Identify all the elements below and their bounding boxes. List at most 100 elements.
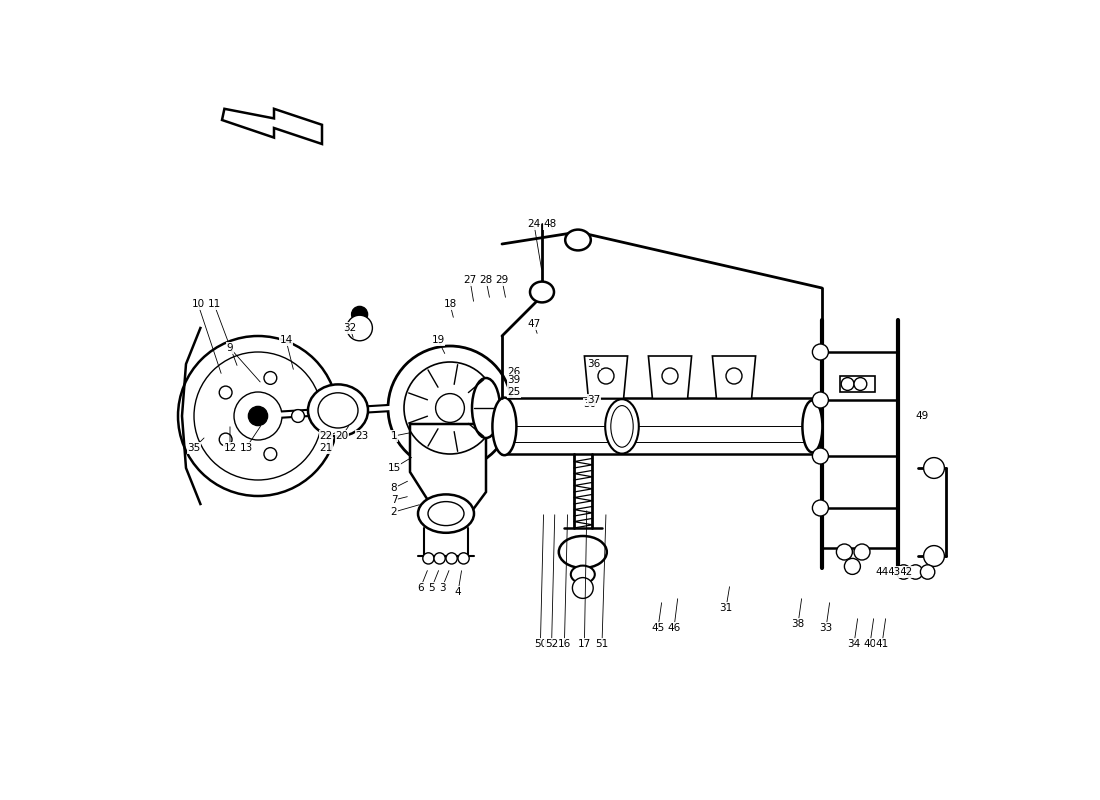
Circle shape: [422, 553, 435, 564]
Circle shape: [434, 553, 446, 564]
Text: 41: 41: [876, 639, 889, 649]
Text: 39: 39: [507, 375, 520, 385]
Circle shape: [921, 565, 935, 579]
Text: 44: 44: [876, 567, 889, 577]
Text: 47: 47: [527, 319, 540, 329]
Circle shape: [346, 315, 373, 341]
Ellipse shape: [530, 282, 554, 302]
Circle shape: [572, 578, 593, 598]
Text: 1: 1: [390, 431, 397, 441]
Text: 17: 17: [578, 639, 591, 649]
Polygon shape: [713, 356, 756, 398]
Text: 45: 45: [651, 623, 664, 633]
Ellipse shape: [308, 385, 369, 437]
Text: 13: 13: [240, 443, 253, 453]
Text: 37: 37: [587, 395, 601, 405]
Ellipse shape: [388, 346, 512, 470]
Circle shape: [854, 378, 867, 390]
Text: 25: 25: [507, 387, 520, 397]
Text: 14: 14: [279, 335, 293, 345]
Circle shape: [264, 371, 277, 384]
Text: 12: 12: [223, 443, 236, 453]
Circle shape: [845, 558, 860, 574]
Text: 30: 30: [583, 399, 596, 409]
Circle shape: [249, 406, 267, 426]
Circle shape: [854, 544, 870, 560]
Circle shape: [292, 410, 305, 422]
Text: 2: 2: [390, 507, 397, 517]
Text: 34: 34: [847, 639, 860, 649]
Text: 3: 3: [439, 583, 446, 593]
Circle shape: [924, 546, 945, 566]
Text: 24: 24: [527, 219, 540, 229]
Circle shape: [836, 544, 852, 560]
Polygon shape: [648, 356, 692, 398]
Circle shape: [909, 565, 923, 579]
Text: 18: 18: [443, 299, 456, 309]
Text: 38: 38: [791, 619, 804, 629]
Text: 20: 20: [336, 431, 349, 441]
Ellipse shape: [571, 566, 595, 583]
Ellipse shape: [605, 399, 639, 454]
Circle shape: [726, 368, 742, 384]
Text: 52: 52: [544, 639, 558, 649]
Circle shape: [446, 553, 458, 564]
Text: 28: 28: [480, 275, 493, 285]
Circle shape: [842, 378, 854, 390]
Text: 51: 51: [595, 639, 608, 649]
Bar: [502, 398, 814, 454]
Text: 8: 8: [390, 483, 397, 493]
Text: 5: 5: [428, 583, 435, 593]
Text: 26: 26: [507, 367, 520, 377]
Text: 11: 11: [208, 299, 221, 309]
Circle shape: [234, 392, 282, 440]
Ellipse shape: [559, 536, 607, 568]
Text: 35: 35: [187, 443, 200, 453]
Text: 49: 49: [915, 411, 928, 421]
Text: 43: 43: [888, 567, 901, 577]
Circle shape: [813, 448, 828, 464]
Text: 36: 36: [587, 359, 601, 369]
Text: 4: 4: [454, 587, 461, 597]
Polygon shape: [410, 424, 486, 514]
Text: 42: 42: [900, 567, 913, 577]
Circle shape: [219, 433, 232, 446]
Text: 16: 16: [558, 639, 571, 649]
Text: 19: 19: [431, 335, 444, 345]
Circle shape: [896, 565, 911, 579]
Text: 32: 32: [343, 323, 356, 333]
Text: 27: 27: [463, 275, 476, 285]
Circle shape: [436, 394, 464, 422]
Ellipse shape: [493, 398, 516, 455]
Circle shape: [813, 392, 828, 408]
Bar: [839, 376, 875, 392]
Text: 50: 50: [534, 639, 547, 649]
Text: 23: 23: [355, 431, 368, 441]
Text: 10: 10: [191, 299, 205, 309]
Circle shape: [924, 458, 945, 478]
Circle shape: [352, 306, 367, 322]
Text: 15: 15: [387, 463, 400, 473]
Circle shape: [178, 336, 338, 496]
Text: 31: 31: [719, 603, 733, 613]
Circle shape: [264, 448, 277, 461]
Circle shape: [219, 386, 232, 399]
Text: 9: 9: [227, 343, 233, 353]
Circle shape: [598, 368, 614, 384]
Circle shape: [813, 500, 828, 516]
Circle shape: [813, 344, 828, 360]
Ellipse shape: [565, 230, 591, 250]
Ellipse shape: [418, 494, 474, 533]
Text: 6: 6: [417, 583, 424, 593]
Circle shape: [458, 553, 470, 564]
Text: 21: 21: [319, 443, 332, 453]
Circle shape: [662, 368, 678, 384]
Polygon shape: [584, 356, 628, 398]
Text: 7: 7: [390, 495, 397, 505]
Text: 33: 33: [820, 623, 833, 633]
Ellipse shape: [802, 400, 823, 452]
Text: 48: 48: [543, 219, 557, 229]
Text: 40: 40: [864, 639, 877, 649]
Text: 46: 46: [668, 623, 681, 633]
Ellipse shape: [472, 378, 500, 438]
